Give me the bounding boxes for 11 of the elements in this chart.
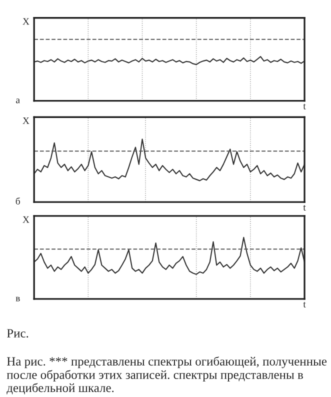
text: а xyxy=(16,98,20,104)
y-axis-title: X xyxy=(22,117,30,124)
text: Рис. xyxy=(6,329,28,338)
x-axis-title: t xyxy=(303,302,306,308)
x-axis-title: t xyxy=(303,205,306,211)
x-axis-title: t xyxy=(303,104,306,110)
text: б xyxy=(16,197,20,205)
text: в xyxy=(16,296,20,302)
y-axis-title: X xyxy=(22,18,30,25)
text: На рис. *** представлены спектры огибающей, полученные после обработки этих записей. спектры представлены в децибельной шкале. xyxy=(6,356,327,394)
y-axis-title: X xyxy=(22,216,30,223)
